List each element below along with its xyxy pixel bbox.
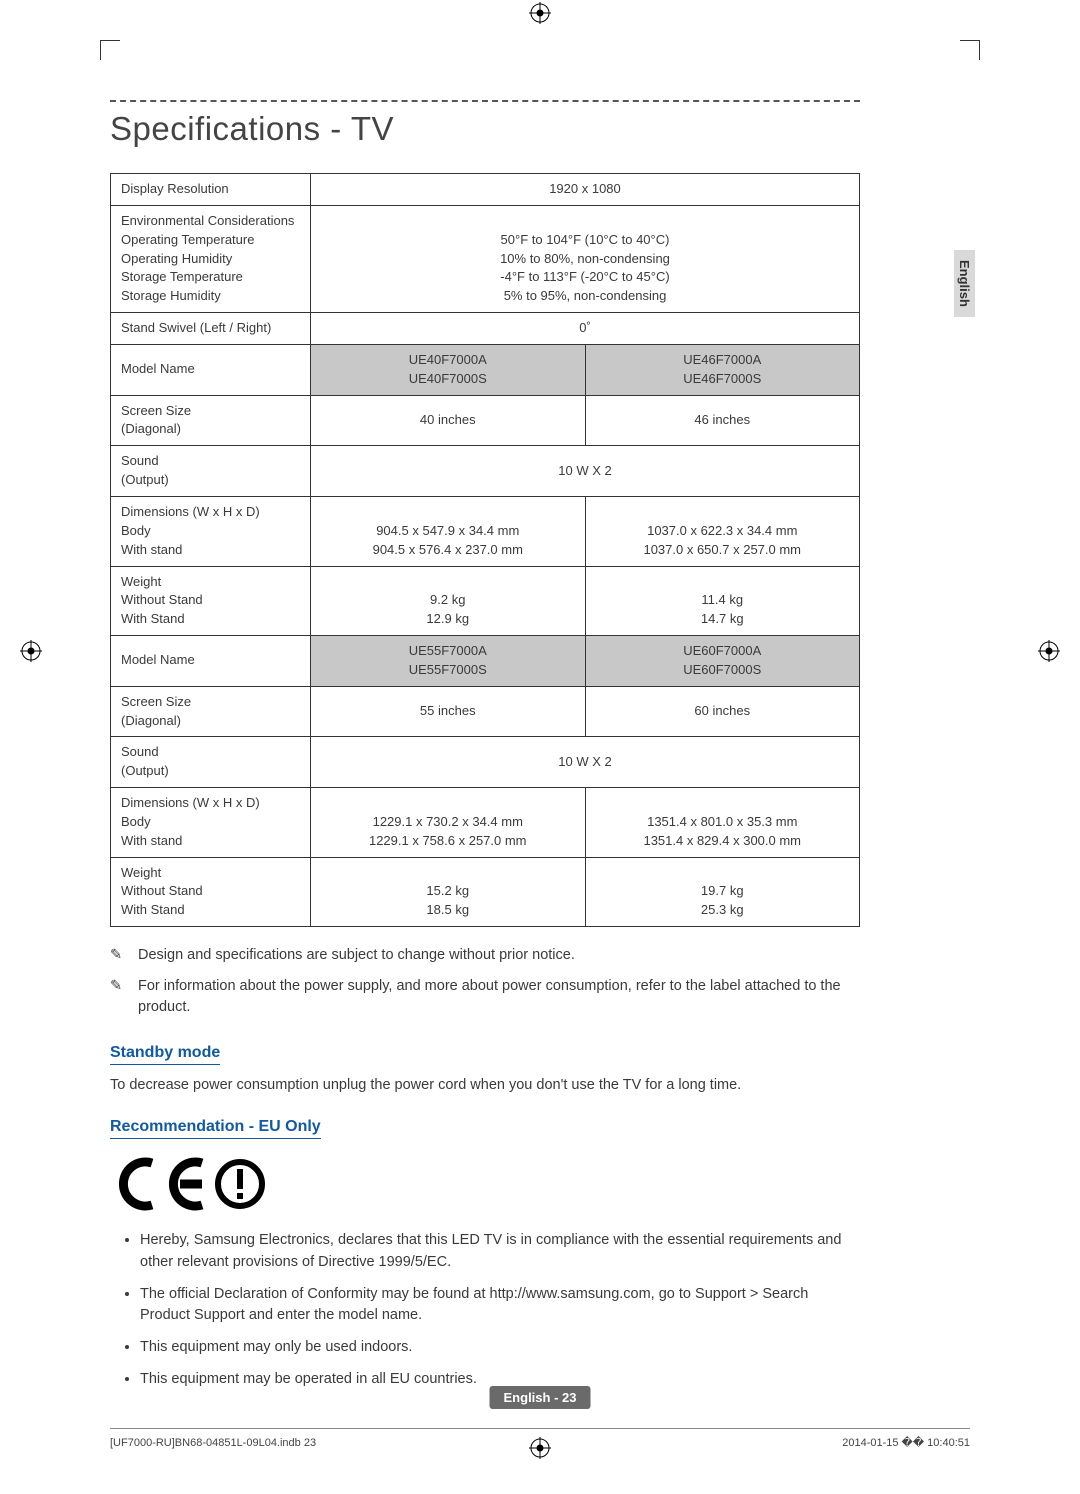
ce-mark-icon: [110, 1157, 270, 1211]
row-label: Environmental Considerations Operating T…: [111, 205, 311, 312]
page-number-badge: English - 23: [490, 1386, 591, 1409]
cell: 40 inches: [311, 395, 586, 446]
note-text: Design and specifications are subject to…: [138, 945, 575, 966]
note-icon: ✎: [110, 976, 128, 1018]
cell: 60 inches: [585, 686, 860, 737]
spec-table: Display Resolution 1920 x 1080 Environme…: [110, 173, 860, 927]
recommendation-list: Hereby, Samsung Electronics, declares th…: [110, 1230, 860, 1391]
row-value: 1920 x 1080: [311, 174, 860, 206]
model-cell: UE46F7000A UE46F7000S: [585, 344, 860, 395]
cell: 1351.4 x 801.0 x 35.3 mm 1351.4 x 829.4 …: [585, 788, 860, 858]
row-label: Dimensions (W x H x D) Body With stand: [111, 496, 311, 566]
row-label: Dimensions (W x H x D) Body With stand: [111, 788, 311, 858]
cell: 9.2 kg 12.9 kg: [311, 566, 586, 636]
row-label: Model Name: [111, 344, 311, 395]
top-divider: [110, 100, 860, 102]
list-item: The official Declaration of Conformity m…: [140, 1284, 860, 1328]
page-title: Specifications - TV: [110, 110, 860, 148]
registration-mark-top: [529, 2, 551, 29]
standby-text: To decrease power consumption unplug the…: [110, 1075, 860, 1096]
note-icon: ✎: [110, 945, 128, 966]
row-label: Stand Swivel (Left / Right): [111, 313, 311, 345]
model-cell: UE40F7000A UE40F7000S: [311, 344, 586, 395]
cell: 10 W X 2: [311, 737, 860, 788]
cell: 10 W X 2: [311, 446, 860, 497]
registration-mark-right: [1038, 640, 1060, 667]
cell: 55 inches: [311, 686, 586, 737]
list-item: This equipment may only be used indoors.: [140, 1337, 860, 1359]
cell: 15.2 kg 18.5 kg: [311, 857, 586, 927]
row-label: Sound (Output): [111, 446, 311, 497]
note-text: For information about the power supply, …: [138, 976, 860, 1018]
footer-divider: [110, 1428, 970, 1429]
row-value: 50°F to 104°F (10°C to 40°C) 10% to 80%,…: [311, 205, 860, 312]
row-label: Model Name: [111, 636, 311, 687]
row-label: Display Resolution: [111, 174, 311, 206]
row-label: Screen Size (Diagonal): [111, 395, 311, 446]
cell: 1037.0 x 622.3 x 34.4 mm 1037.0 x 650.7 …: [585, 496, 860, 566]
section-heading-standby: Standby mode: [110, 1044, 220, 1065]
list-item: Hereby, Samsung Electronics, declares th…: [140, 1230, 860, 1274]
cell: 904.5 x 547.9 x 34.4 mm 904.5 x 576.4 x …: [311, 496, 586, 566]
row-label: Weight Without Stand With Stand: [111, 566, 311, 636]
row-label: Screen Size (Diagonal): [111, 686, 311, 737]
cell: 19.7 kg 25.3 kg: [585, 857, 860, 927]
ce-mark-row: [110, 1157, 860, 1216]
registration-mark-left: [20, 640, 42, 667]
section-heading-recommendation: Recommendation - EU Only: [110, 1118, 321, 1139]
page-content: Specifications - TV Display Resolution 1…: [110, 100, 860, 1401]
row-label: Weight Without Stand With Stand: [111, 857, 311, 927]
language-tab: English: [954, 250, 975, 317]
model-cell: UE60F7000A UE60F7000S: [585, 636, 860, 687]
note-item: ✎ For information about the power supply…: [110, 976, 860, 1018]
row-value: 0˚: [311, 313, 860, 345]
footer-timestamp: 2014-01-15 �� 10:40:51: [842, 1436, 970, 1449]
crop-corner-tl: [100, 40, 120, 60]
cell: 11.4 kg 14.7 kg: [585, 566, 860, 636]
notes: ✎ Design and specifications are subject …: [110, 945, 860, 1018]
footer-filename: [UF7000-RU]BN68-04851L-09L04.indb 23: [110, 1437, 316, 1449]
model-cell: UE55F7000A UE55F7000S: [311, 636, 586, 687]
cell: 1229.1 x 730.2 x 34.4 mm 1229.1 x 758.6 …: [311, 788, 586, 858]
row-label: Sound (Output): [111, 737, 311, 788]
cell: 46 inches: [585, 395, 860, 446]
registration-mark-bottom: [529, 1437, 551, 1464]
note-item: ✎ Design and specifications are subject …: [110, 945, 860, 966]
crop-corner-tr: [960, 40, 980, 60]
